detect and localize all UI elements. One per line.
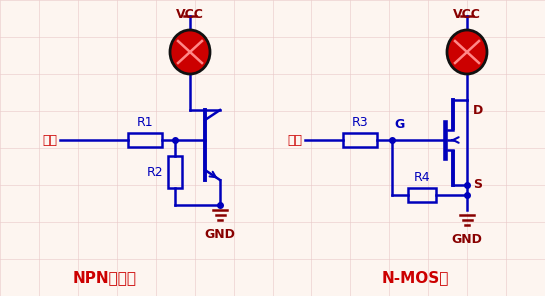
Text: D: D <box>473 104 483 117</box>
Text: NPN三極管: NPN三極管 <box>73 271 137 286</box>
Text: R4: R4 <box>414 171 431 184</box>
Text: 輸入: 輸入 <box>287 133 302 147</box>
Text: VCC: VCC <box>176 8 204 21</box>
Text: N-MOS管: N-MOS管 <box>382 271 449 286</box>
Ellipse shape <box>447 30 487 74</box>
Ellipse shape <box>170 30 210 74</box>
Text: 輸入: 輸入 <box>42 133 57 147</box>
Text: GND: GND <box>204 228 235 241</box>
Text: R1: R1 <box>137 116 153 129</box>
Bar <box>128 133 162 147</box>
Text: R3: R3 <box>352 116 368 129</box>
Bar <box>168 156 182 188</box>
Text: VCC: VCC <box>453 8 481 21</box>
Text: G: G <box>394 118 404 131</box>
Text: R2: R2 <box>147 165 163 178</box>
Text: GND: GND <box>452 233 482 246</box>
Bar <box>343 133 377 147</box>
Bar <box>408 188 436 202</box>
Text: S: S <box>473 178 482 192</box>
